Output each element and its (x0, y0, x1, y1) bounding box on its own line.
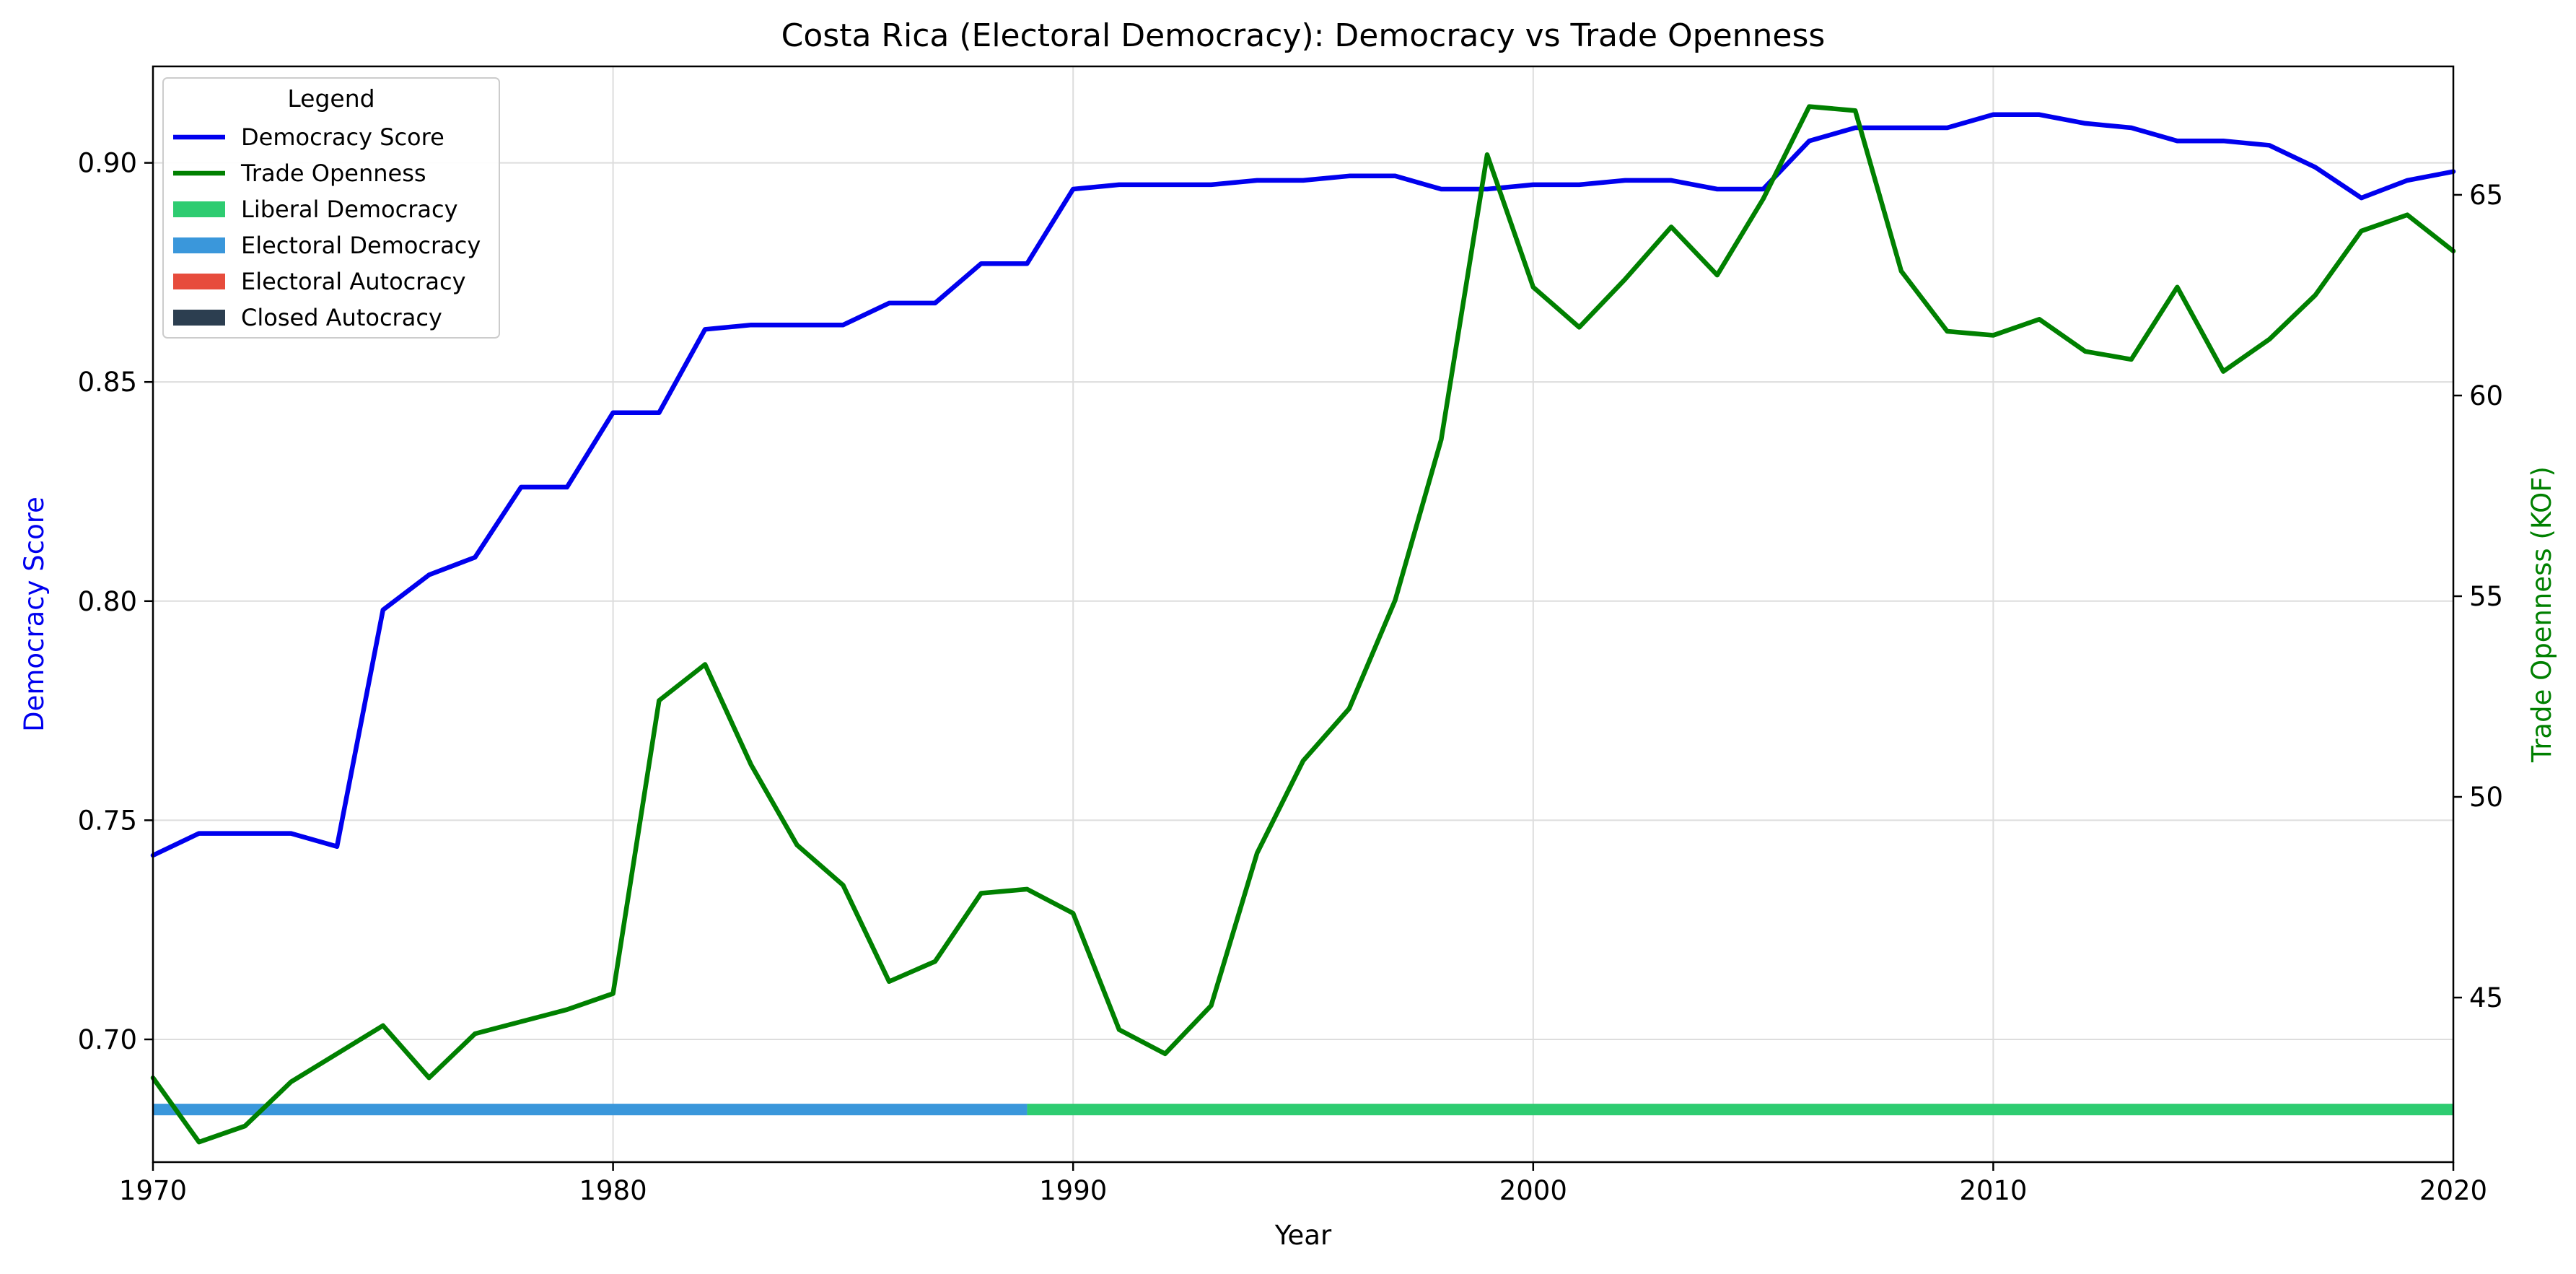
legend-label: Liberal Democracy (241, 196, 458, 223)
y-right-tick-label: 60 (2469, 380, 2503, 411)
legend-swatch (173, 310, 225, 326)
grid (152, 66, 2454, 1162)
legend-box (162, 77, 500, 339)
y-left-tick-label: 0.70 (78, 1024, 137, 1055)
x-tick-label: 1980 (579, 1175, 647, 1206)
y-left-tick-label: 0.90 (78, 148, 137, 179)
y-right-tick-label: 45 (2469, 982, 2503, 1013)
x-tick-label: 2020 (2419, 1175, 2487, 1206)
y-right-tick-label: 50 (2469, 782, 2503, 813)
regime-segment (153, 1104, 1028, 1116)
legend-label: Closed Autocracy (241, 304, 442, 331)
y-axis-left-label: Democracy Score (19, 497, 50, 732)
y-left-tick-label: 0.75 (78, 805, 137, 836)
series-line (150, 104, 2456, 1145)
regime-segment (1027, 1104, 2453, 1116)
regime-bar (153, 1104, 2453, 1116)
legend: Legend Democracy Score Trade Openness Libe… (162, 77, 500, 339)
x-axis-label: Year (1274, 1220, 1332, 1251)
series-line (150, 112, 2456, 858)
legend-swatch (173, 274, 225, 289)
y-right-tick-label: 65 (2469, 180, 2503, 211)
x-tick-label: 1990 (1039, 1175, 1107, 1206)
x-tick-label: 1970 (119, 1175, 187, 1206)
legend-label: Electoral Autocracy (241, 268, 466, 295)
axis-ticks: 1970 1980 1990 2000 2010 2020 0.70 0.75 0.80 0.85… (78, 148, 2503, 1206)
x-tick-label: 2000 (1499, 1175, 1567, 1206)
series-lines (150, 104, 2456, 1145)
legend-title: Legend (287, 84, 374, 113)
y-left-tick-label: 0.80 (78, 586, 137, 617)
chart-title: Costa Rica (Electoral Democracy): Democr… (781, 17, 1826, 54)
legend-label: Electoral Democracy (241, 232, 481, 259)
y-right-tick-label: 55 (2469, 581, 2503, 612)
x-tick-label: 2010 (1959, 1175, 2027, 1206)
plot-frame (152, 65, 2455, 1164)
legend-items: Democracy Score Trade Openness Liberal Dem… (173, 123, 481, 331)
legend-swatch (173, 201, 225, 217)
legend-label: Democracy Score (241, 123, 444, 151)
legend-swatch (173, 237, 225, 253)
y-left-tick-label: 0.85 (78, 367, 137, 398)
legend-label: Trade Openness (240, 160, 426, 187)
y-axis-right-label: Trade Openness (KOF) (2526, 466, 2557, 763)
